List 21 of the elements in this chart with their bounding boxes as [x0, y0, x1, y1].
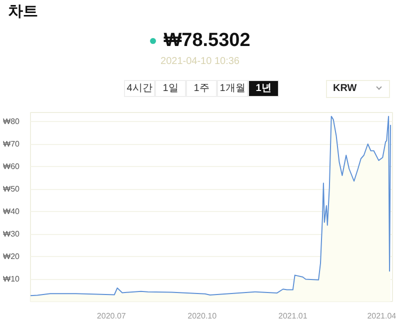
x-tick-label: 2021.04: [367, 312, 397, 320]
y-tick-label: ₩80: [3, 117, 20, 126]
x-tick-label: 2020.07: [96, 312, 126, 320]
text: 1개월: [217, 80, 248, 97]
x-tick-label: 2021.01: [278, 312, 308, 320]
y-tick-label: ₩40: [3, 207, 20, 216]
text: 1일: [155, 80, 186, 97]
chart-subtitle: ₩78.5302: [162, 30, 252, 52]
text: 2021-04-10 10:36: [160, 56, 240, 67]
x-tick-label: 2020.10: [188, 312, 218, 320]
y-tick-label: ₩70: [3, 140, 20, 148]
text: 1년: [248, 80, 279, 97]
y-tick-label: ₩60: [3, 162, 20, 171]
text: KRW: [326, 80, 390, 98]
y-tick-label: ₩50: [3, 184, 20, 194]
text: 4시간: [124, 80, 155, 97]
y-tick-label: ₩30: [3, 230, 20, 238]
y-tick-label: ₩20: [3, 252, 20, 261]
y-tick-label: ₩10: [3, 274, 20, 284]
chart-title: 차트: [8, 2, 38, 21]
text: 1주: [186, 80, 217, 97]
